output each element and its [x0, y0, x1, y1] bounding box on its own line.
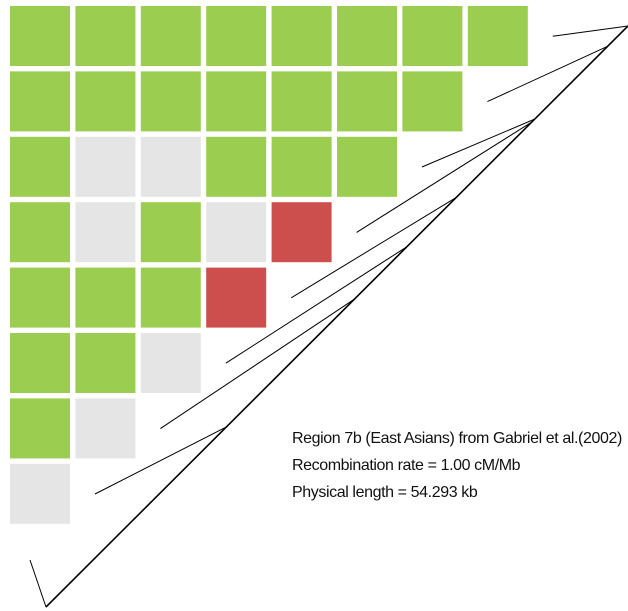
- ld-cell-r3-c6: [337, 136, 397, 197]
- ld-cell-r2-c4: [206, 71, 267, 132]
- ld-cell-r3-c1: [10, 136, 70, 197]
- ld-cell-r7-c2: [75, 398, 136, 459]
- ld-cell-r3-c5: [271, 136, 332, 197]
- marker-lines: [29, 25, 628, 608]
- ld-cell-r3-c3: [140, 136, 201, 197]
- ld-cell-r5-c3: [140, 267, 201, 328]
- ld-cell-r2-c3: [140, 71, 201, 132]
- ld-cell-r5-c4: [206, 267, 267, 328]
- ld-cell-r1-c6: [337, 6, 397, 66]
- marker-line-2: [94, 426, 227, 495]
- ld-cell-r4-c1: [10, 202, 70, 263]
- ld-cell-r5-c2: [75, 267, 136, 328]
- first-marker-tick: [29, 559, 47, 608]
- caption-region: Region 7b (East Asians) from Gabriel et …: [292, 430, 622, 447]
- marker-line-4: [225, 246, 408, 364]
- ld-cell-r2-c2: [75, 71, 136, 132]
- ld-cell-r1-c7: [402, 6, 463, 66]
- ld-cell-r1-c2: [75, 6, 136, 66]
- marker-line-6: [356, 121, 533, 233]
- ld-cell-r2-c5: [271, 71, 332, 132]
- ld-cell-r3-c4: [206, 136, 267, 197]
- ld-cell-r1-c5: [271, 6, 332, 66]
- ld-cell-r1-c4: [206, 6, 267, 66]
- ld-cell-r6-c2: [75, 333, 136, 393]
- caption-block: Region 7b (East Asians) from Gabriel et …: [292, 430, 622, 501]
- ld-cell-r1-c3: [140, 6, 201, 66]
- ld-cell-r5-c1: [10, 267, 70, 328]
- ld-cell-r1-c1: [10, 6, 70, 66]
- ld-cell-r7-c1: [10, 398, 70, 459]
- ld-cell-r4-c5: [271, 202, 332, 263]
- marker-line-5: [290, 196, 457, 299]
- ld-cell-r8-c1: [10, 463, 70, 524]
- ld-cell-r4-c2: [75, 202, 136, 263]
- ld-cell-r6-c3: [140, 333, 201, 393]
- marker-line-3: [160, 298, 355, 430]
- ld-cell-r6-c1: [10, 333, 70, 393]
- marker-line-8: [487, 45, 608, 103]
- marker-line-9: [552, 25, 628, 37]
- ld-cells: [10, 6, 528, 524]
- ld-cell-r1-c8: [467, 6, 528, 66]
- ld-cell-r4-c3: [140, 202, 201, 263]
- caption-recombination-rate: Recombination rate = 1.00 cM/Mb: [292, 457, 521, 474]
- ld-cell-r3-c2: [75, 136, 136, 197]
- ld-cell-r2-c7: [402, 71, 463, 132]
- ld-cell-r2-c6: [337, 71, 397, 132]
- ld-cell-r2-c1: [10, 71, 70, 132]
- caption-physical-length: Physical length = 54.293 kb: [292, 484, 478, 501]
- ld-cell-r4-c4: [206, 202, 267, 263]
- marker-line-7: [421, 118, 536, 168]
